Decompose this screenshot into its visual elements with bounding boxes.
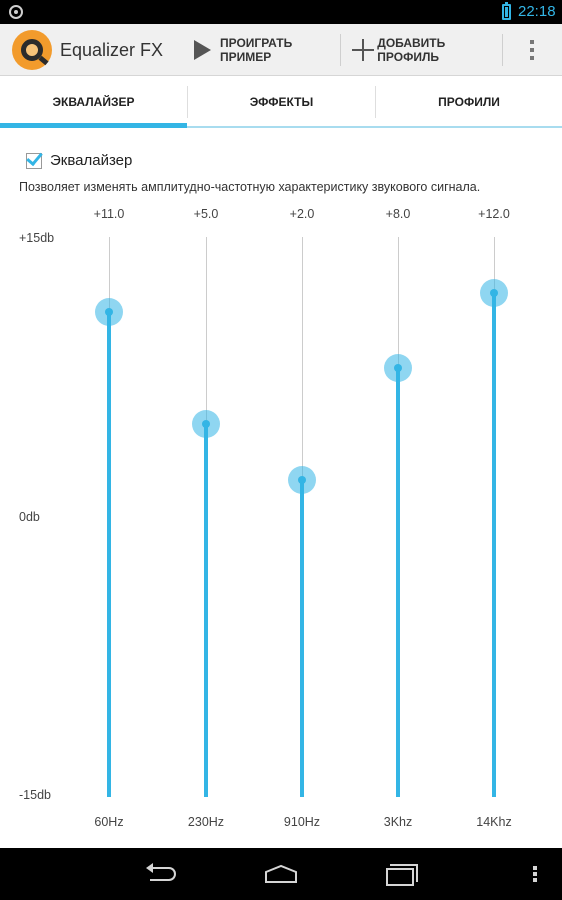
menu-icon[interactable] bbox=[520, 848, 550, 900]
tab-profiles-label: ПРОФИЛИ bbox=[438, 95, 500, 109]
battery-icon bbox=[502, 2, 511, 20]
band-slider-thumb[interactable] bbox=[95, 297, 123, 326]
tab-divider bbox=[187, 86, 188, 118]
tab-profiles[interactable]: ПРОФИЛИ bbox=[376, 76, 562, 128]
band-frequency-label: 14Khz bbox=[476, 815, 512, 829]
band-value-label: +2.0 bbox=[289, 207, 315, 221]
overflow-menu-icon[interactable] bbox=[520, 38, 544, 62]
band-slider-fill bbox=[492, 293, 496, 797]
band-value-label: +12.0 bbox=[478, 207, 510, 221]
band-slider-thumb[interactable] bbox=[384, 353, 412, 382]
home-icon[interactable] bbox=[251, 848, 311, 900]
tab-equalizer[interactable]: ЭКВАЛАЙЗЕР bbox=[0, 76, 187, 128]
scale-max-label: +15db bbox=[19, 231, 55, 245]
app-logo-icon[interactable] bbox=[12, 30, 52, 70]
action-bar: Equalizer FX ПРОИГРАТЬ ПРИМЕР ДОБАВИТЬ П… bbox=[0, 24, 562, 76]
scale-mid-label: 0db bbox=[19, 510, 40, 524]
tab-equalizer-label: ЭКВАЛАЙЗЕР bbox=[52, 95, 135, 109]
band-frequency-label: 230Hz bbox=[187, 815, 225, 829]
equalizer-toggle[interactable]: Эквалайзер bbox=[26, 152, 132, 169]
band-value-label: +5.0 bbox=[193, 207, 219, 221]
play-icon bbox=[194, 40, 211, 60]
status-bar: 22:18 bbox=[0, 0, 562, 24]
equalizer-toggle-label: Эквалайзер bbox=[50, 152, 133, 169]
band-value-label: +11.0 bbox=[93, 207, 125, 221]
band-slider-thumb[interactable] bbox=[288, 465, 316, 494]
navigation-bar bbox=[0, 848, 562, 900]
equalizer-description: Позволяет изменять амплитудно-частотную … bbox=[19, 180, 481, 194]
band-slider-thumb[interactable] bbox=[192, 409, 220, 438]
action-divider bbox=[502, 34, 503, 66]
back-icon[interactable] bbox=[132, 848, 192, 900]
tab-selected-indicator bbox=[0, 123, 187, 128]
scale-min-label: -15db bbox=[19, 788, 51, 802]
status-clock: 22:18 bbox=[518, 3, 556, 20]
tab-effects-label: ЭФФЕКТЫ bbox=[249, 95, 314, 109]
notification-icon bbox=[9, 5, 23, 19]
add-profile-button[interactable]: ДОБАВИТЬ ПРОФИЛЬ bbox=[348, 24, 500, 76]
tab-divider bbox=[375, 86, 376, 118]
band-frequency-label: 910Hz bbox=[283, 815, 321, 829]
checkbox-checked-icon[interactable] bbox=[26, 152, 42, 169]
band-slider-fill bbox=[300, 479, 304, 797]
tab-bar: ЭКВАЛАЙЗЕР ЭФФЕКТЫ ПРОФИЛИ bbox=[0, 76, 562, 128]
band-frequency-label: 60Hz bbox=[94, 815, 124, 829]
action-divider bbox=[340, 34, 341, 66]
band-slider-fill bbox=[107, 311, 111, 797]
plus-icon bbox=[352, 39, 375, 61]
play-sample-button[interactable]: ПРОИГРАТЬ ПРИМЕР bbox=[190, 24, 338, 76]
add-profile-label: ДОБАВИТЬ ПРОФИЛЬ bbox=[377, 36, 446, 64]
band-slider-thumb[interactable] bbox=[480, 279, 508, 307]
app-title: Equalizer FX bbox=[60, 40, 164, 60]
tab-effects[interactable]: ЭФФЕКТЫ bbox=[188, 76, 375, 128]
band-frequency-label: 3Khz bbox=[383, 815, 413, 829]
recents-icon[interactable] bbox=[372, 848, 432, 900]
play-sample-label: ПРОИГРАТЬ ПРИМЕР bbox=[220, 36, 293, 64]
band-slider-fill bbox=[396, 367, 400, 797]
band-value-label: +8.0 bbox=[385, 207, 411, 221]
band-slider-fill bbox=[204, 423, 208, 797]
